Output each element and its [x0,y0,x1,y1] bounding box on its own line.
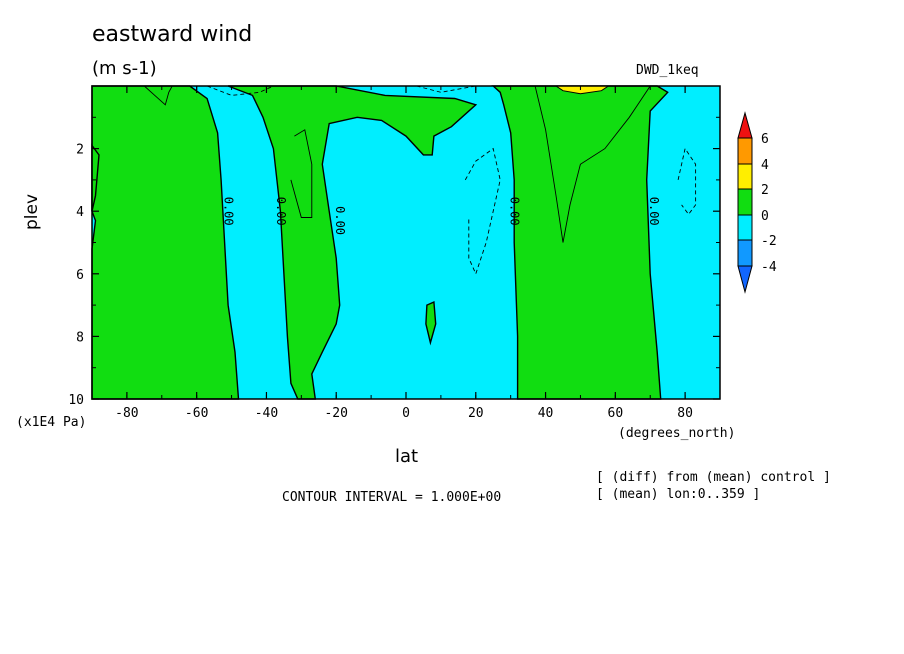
colorbar-level-label: 6 [761,132,769,147]
plot-axes: -80 -60 -40 -20 0 20 40 60 80 2 4 6 8 10 [68,85,721,421]
x-tick-label: 40 [538,406,554,421]
contour-fills [91,85,720,400]
chart-title: eastward wind [92,22,253,47]
colorbar: 6 4 2 0 -2 -4 [737,111,777,294]
mean-note: [ (mean) lon:0..359 ] [596,487,761,502]
contour-labels: 0.00 0.00 0.00 0.00 0.00 [222,197,662,235]
colorbar-level-label: -2 [761,234,777,249]
diff-note: [ (diff) from (mean) control ] [596,470,831,485]
x-axis-label: lat [395,446,419,467]
x-tick-label: 0 [402,406,410,421]
contour-label: 0.00 [647,197,661,226]
colorbar-level-label: -4 [761,260,777,275]
region-positive-equatorial-blob [425,300,437,346]
contour-line-positive-1 [290,129,313,218]
colorbar-top-arrow [737,111,753,139]
contour-line-positive-0 [143,85,173,106]
x-tick-label: 60 [608,406,624,421]
y-tick-label: 10 [68,393,84,408]
contour-label: 0.00 [274,197,288,226]
x-tick-label: -60 [185,406,208,421]
y-tick-label: 2 [76,143,84,158]
colorbar-level-label: 4 [761,158,769,173]
region-positive-south-high-lat [91,85,240,400]
x-tick-label: -80 [115,406,138,421]
x-tick-label: 80 [677,406,693,421]
colorbar-level-label: 0 [761,209,769,224]
contour-line-positive-2 [534,85,651,243]
y-axis-unit: (x1E4 Pa) [16,415,87,430]
x-tick-label: -40 [255,406,278,421]
contour-line-negative-2 [464,147,501,276]
colorbar-segment [737,239,753,267]
y-tick-label: 6 [76,268,84,283]
y-tick-label: 4 [76,205,84,220]
colorbar-segment [737,163,753,190]
contour-lines [143,85,697,276]
x-tick-label: -20 [324,406,347,421]
contour-interval: CONTOUR INTERVAL = 1.000E+00 [282,490,502,505]
dataset-label: DWD_1keq [636,63,699,78]
x-axis-unit: (degrees_north) [618,426,736,441]
x-tick-label: 20 [468,406,484,421]
region-positive-south-mid [227,85,478,400]
colorbar-bottom-arrow [737,265,753,294]
colorbar-segment [737,188,753,216]
chart-units: (m s-1) [92,58,157,79]
colorbar-segment [737,214,753,241]
contour-line-negative-3 [677,147,697,216]
region-positive-north-mid [491,85,669,400]
y-tick-label: 8 [76,330,84,345]
colorbar-level-label: 2 [761,183,769,198]
colorbar-segment [737,137,753,165]
contour-label: 0.00 [222,197,236,226]
contour-label: 0.00 [508,197,522,226]
contour-line-negative-1 [416,85,476,93]
contour-label: 0.00 [333,206,347,235]
